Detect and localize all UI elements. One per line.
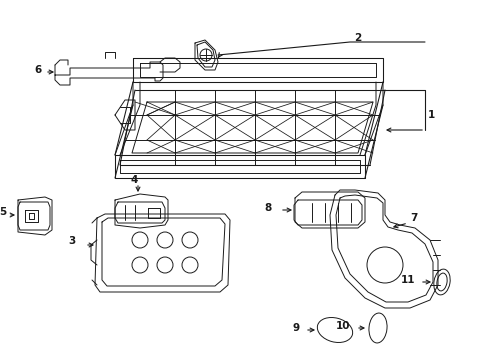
Text: 8: 8: [264, 203, 271, 213]
Text: 3: 3: [69, 236, 76, 246]
Text: 9: 9: [292, 323, 299, 333]
Text: 2: 2: [353, 33, 361, 43]
Text: 1: 1: [427, 110, 434, 120]
Text: 7: 7: [409, 213, 417, 223]
Text: 11: 11: [400, 275, 414, 285]
Text: 10: 10: [335, 321, 349, 331]
Text: 5: 5: [0, 207, 6, 217]
Text: 4: 4: [130, 175, 138, 185]
Text: 6: 6: [35, 65, 42, 75]
